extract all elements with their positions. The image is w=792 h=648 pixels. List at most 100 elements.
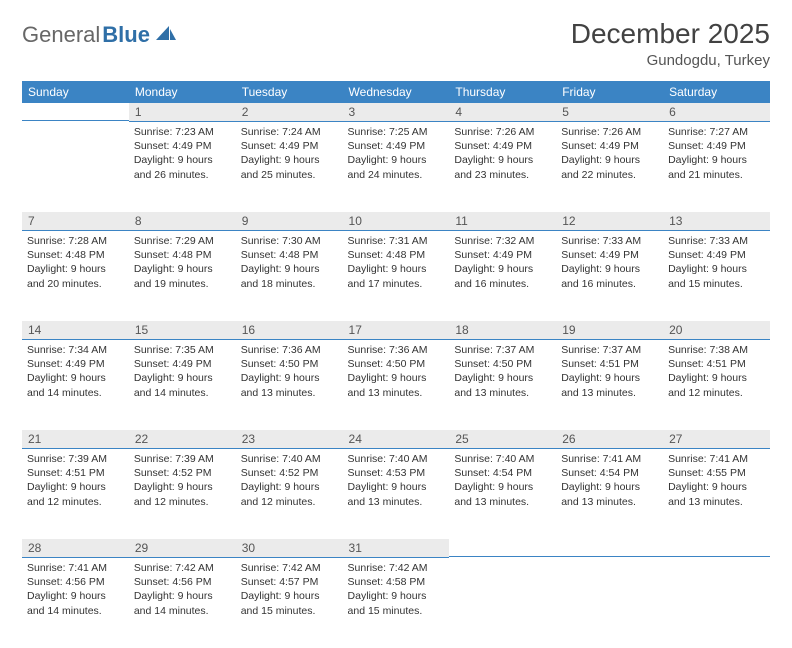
day-number: 29 [129, 539, 236, 558]
day-cell-number: 21 [22, 430, 129, 449]
day-cell-content: Sunrise: 7:39 AMSunset: 4:51 PMDaylight:… [22, 449, 129, 539]
day-cell-content: Sunrise: 7:39 AMSunset: 4:52 PMDaylight:… [129, 449, 236, 539]
day-details: Sunrise: 7:42 AMSunset: 4:56 PMDaylight:… [129, 558, 236, 624]
day-details: Sunrise: 7:28 AMSunset: 4:48 PMDaylight:… [22, 231, 129, 297]
day-number: 8 [129, 212, 236, 231]
day-cell-content: Sunrise: 7:37 AMSunset: 4:50 PMDaylight:… [449, 340, 556, 430]
day-details: Sunrise: 7:42 AMSunset: 4:57 PMDaylight:… [236, 558, 343, 624]
empty-day [22, 103, 129, 121]
day-cell-number [556, 539, 663, 558]
day-number: 31 [343, 539, 450, 558]
day-cell-content: Sunrise: 7:36 AMSunset: 4:50 PMDaylight:… [236, 340, 343, 430]
day-cell-content [663, 558, 770, 648]
day-number: 27 [663, 430, 770, 449]
logo-text-blue: Blue [102, 22, 150, 48]
empty-day [663, 539, 770, 557]
day-details: Sunrise: 7:37 AMSunset: 4:51 PMDaylight:… [556, 340, 663, 406]
day-number: 12 [556, 212, 663, 231]
day-number: 15 [129, 321, 236, 340]
day-number: 11 [449, 212, 556, 231]
day-number: 20 [663, 321, 770, 340]
day-number: 10 [343, 212, 450, 231]
day-header: Wednesday [343, 81, 450, 103]
day-cell-content: Sunrise: 7:42 AMSunset: 4:57 PMDaylight:… [236, 558, 343, 648]
day-cell-content: Sunrise: 7:42 AMSunset: 4:58 PMDaylight:… [343, 558, 450, 648]
day-cell-content: Sunrise: 7:32 AMSunset: 4:49 PMDaylight:… [449, 231, 556, 321]
day-number: 7 [22, 212, 129, 231]
daycontent-row: Sunrise: 7:39 AMSunset: 4:51 PMDaylight:… [22, 449, 770, 539]
day-details: Sunrise: 7:33 AMSunset: 4:49 PMDaylight:… [556, 231, 663, 297]
day-cell-content: Sunrise: 7:38 AMSunset: 4:51 PMDaylight:… [663, 340, 770, 430]
month-title: December 2025 [571, 18, 770, 50]
day-number: 5 [556, 103, 663, 122]
day-cell-number: 5 [556, 103, 663, 122]
sail-icon [155, 25, 177, 46]
empty-day [556, 539, 663, 557]
day-cell-content: Sunrise: 7:33 AMSunset: 4:49 PMDaylight:… [663, 231, 770, 321]
day-cell-content: Sunrise: 7:41 AMSunset: 4:54 PMDaylight:… [556, 449, 663, 539]
day-details: Sunrise: 7:33 AMSunset: 4:49 PMDaylight:… [663, 231, 770, 297]
day-number: 18 [449, 321, 556, 340]
day-details: Sunrise: 7:36 AMSunset: 4:50 PMDaylight:… [343, 340, 450, 406]
day-details: Sunrise: 7:26 AMSunset: 4:49 PMDaylight:… [556, 122, 663, 188]
day-details: Sunrise: 7:27 AMSunset: 4:49 PMDaylight:… [663, 122, 770, 188]
day-cell-number: 20 [663, 321, 770, 340]
daynum-row: 14151617181920 [22, 321, 770, 340]
day-cell-content [22, 122, 129, 212]
day-cell-number: 27 [663, 430, 770, 449]
day-cell-content: Sunrise: 7:40 AMSunset: 4:53 PMDaylight:… [343, 449, 450, 539]
day-number: 14 [22, 321, 129, 340]
day-details: Sunrise: 7:34 AMSunset: 4:49 PMDaylight:… [22, 340, 129, 406]
day-cell-number: 18 [449, 321, 556, 340]
empty-day [449, 539, 556, 557]
day-number: 21 [22, 430, 129, 449]
title-block: December 2025 Gundogdu, Turkey [571, 18, 770, 69]
day-cell-content: Sunrise: 7:40 AMSunset: 4:52 PMDaylight:… [236, 449, 343, 539]
day-cell-content: Sunrise: 7:28 AMSunset: 4:48 PMDaylight:… [22, 231, 129, 321]
day-cell-content: Sunrise: 7:36 AMSunset: 4:50 PMDaylight:… [343, 340, 450, 430]
day-cell-content [556, 558, 663, 648]
day-cell-content: Sunrise: 7:26 AMSunset: 4:49 PMDaylight:… [449, 122, 556, 212]
day-cell-content: Sunrise: 7:24 AMSunset: 4:49 PMDaylight:… [236, 122, 343, 212]
daynum-row: 21222324252627 [22, 430, 770, 449]
day-number: 28 [22, 539, 129, 558]
day-cell-number: 19 [556, 321, 663, 340]
day-header: Monday [129, 81, 236, 103]
day-cell-number: 7 [22, 212, 129, 231]
calendar-table: SundayMondayTuesdayWednesdayThursdayFrid… [22, 81, 770, 648]
day-cell-number: 11 [449, 212, 556, 231]
day-cell-number: 30 [236, 539, 343, 558]
day-number: 24 [343, 430, 450, 449]
day-header: Thursday [449, 81, 556, 103]
day-details: Sunrise: 7:40 AMSunset: 4:54 PMDaylight:… [449, 449, 556, 515]
day-cell-number: 8 [129, 212, 236, 231]
day-cell-number: 10 [343, 212, 450, 231]
day-details: Sunrise: 7:41 AMSunset: 4:56 PMDaylight:… [22, 558, 129, 624]
day-number: 1 [129, 103, 236, 122]
daycontent-row: Sunrise: 7:23 AMSunset: 4:49 PMDaylight:… [22, 122, 770, 212]
day-cell-number: 9 [236, 212, 343, 231]
day-details: Sunrise: 7:35 AMSunset: 4:49 PMDaylight:… [129, 340, 236, 406]
day-cell-content: Sunrise: 7:37 AMSunset: 4:51 PMDaylight:… [556, 340, 663, 430]
day-cell-content: Sunrise: 7:35 AMSunset: 4:49 PMDaylight:… [129, 340, 236, 430]
day-details: Sunrise: 7:24 AMSunset: 4:49 PMDaylight:… [236, 122, 343, 188]
day-cell-number: 29 [129, 539, 236, 558]
logo-text-general: General [22, 22, 100, 48]
day-number: 26 [556, 430, 663, 449]
day-cell-content: Sunrise: 7:34 AMSunset: 4:49 PMDaylight:… [22, 340, 129, 430]
day-cell-content: Sunrise: 7:31 AMSunset: 4:48 PMDaylight:… [343, 231, 450, 321]
day-cell-number: 25 [449, 430, 556, 449]
day-details: Sunrise: 7:23 AMSunset: 4:49 PMDaylight:… [129, 122, 236, 188]
day-details: Sunrise: 7:40 AMSunset: 4:52 PMDaylight:… [236, 449, 343, 515]
day-cell-number: 22 [129, 430, 236, 449]
day-details: Sunrise: 7:25 AMSunset: 4:49 PMDaylight:… [343, 122, 450, 188]
day-cell-number: 23 [236, 430, 343, 449]
day-cell-number: 28 [22, 539, 129, 558]
daycontent-row: Sunrise: 7:28 AMSunset: 4:48 PMDaylight:… [22, 231, 770, 321]
day-header: Tuesday [236, 81, 343, 103]
day-cell-number: 3 [343, 103, 450, 122]
day-cell-number: 15 [129, 321, 236, 340]
day-cell-number: 24 [343, 430, 450, 449]
day-details: Sunrise: 7:37 AMSunset: 4:50 PMDaylight:… [449, 340, 556, 406]
day-cell-content: Sunrise: 7:25 AMSunset: 4:49 PMDaylight:… [343, 122, 450, 212]
